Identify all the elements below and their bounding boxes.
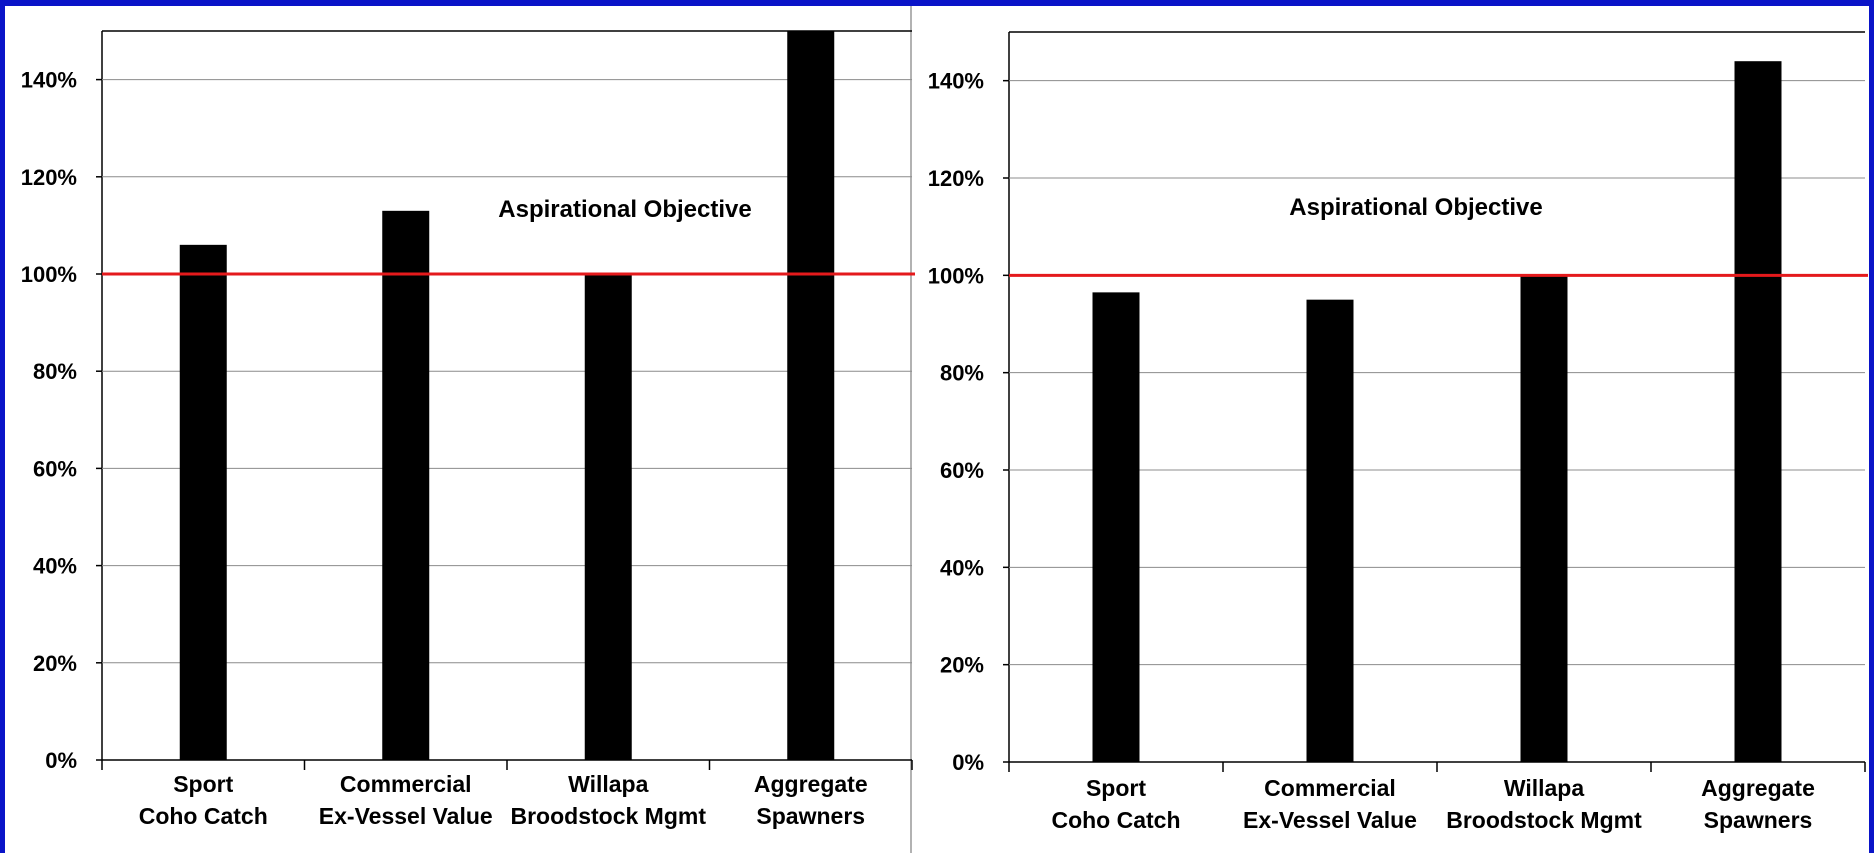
y-tick-label: 40% (33, 554, 77, 579)
charts-svg: 0% 20% 40% 60% 80% 100% 120% 140% Aspirational O… (21, 6, 1868, 853)
y-tick-label: 40% (940, 555, 984, 580)
bar-2 (1306, 299, 1354, 762)
bar-4 (787, 31, 835, 760)
y-tick-label: 60% (33, 456, 77, 481)
category-label: Willapa (1504, 775, 1585, 801)
chart-panel-2: 0% 20% 40% 60% 80% 100% 120% 140% Aspirational O… (928, 31, 1868, 833)
category-label: Broodstock Mgmt (1446, 807, 1642, 833)
y-tick-label: 100% (21, 262, 77, 287)
y-tick-label: 60% (940, 458, 984, 483)
category-label: Commercial (1264, 775, 1396, 801)
category-label: Ex-Vessel Value (319, 803, 493, 829)
y-tick-label: 80% (940, 361, 984, 386)
category-label: Willapa (568, 771, 649, 797)
category-label: Coho Catch (139, 803, 268, 829)
y-tick-label: 120% (21, 165, 77, 190)
category-label: Coho Catch (1051, 807, 1180, 833)
bar-1 (179, 244, 227, 761)
category-label: Commercial (340, 771, 472, 797)
bar-3 (1520, 275, 1568, 762)
y-tick-label: 0% (952, 750, 984, 775)
y-tick-label: 80% (33, 359, 77, 384)
y-tick-label: 0% (45, 748, 77, 773)
category-label: Ex-Vessel Value (1243, 807, 1417, 833)
category-label: Spawners (1704, 807, 1813, 833)
annotation-label: Aspirational Objective (1289, 194, 1542, 221)
slide-canvas: 0% 20% 40% 60% 80% 100% 120% 140% Aspirational O… (5, 6, 1869, 853)
bar-2 (382, 210, 430, 760)
y-tick-label: 20% (33, 651, 77, 676)
category-label: Spawners (756, 803, 865, 829)
category-label: Aggregate (754, 771, 868, 797)
category-label: Aggregate (1701, 775, 1815, 801)
category-label: Sport (1086, 775, 1146, 801)
bar-1 (1092, 292, 1140, 762)
category-label: Broodstock Mgmt (511, 803, 707, 829)
category-label: Sport (173, 771, 233, 797)
y-tick-label: 140% (21, 68, 77, 93)
y-tick-label: 140% (928, 69, 984, 94)
annotation-label: Aspirational Objective (498, 196, 751, 223)
y-tick-label: 100% (928, 263, 984, 288)
y-tick-label: 120% (928, 166, 984, 191)
bar-4 (1734, 61, 1782, 762)
y-tick-label: 20% (940, 653, 984, 678)
chart-panel-1: 0% 20% 40% 60% 80% 100% 120% 140% Aspirational O… (21, 30, 915, 829)
bar-3 (584, 274, 632, 760)
